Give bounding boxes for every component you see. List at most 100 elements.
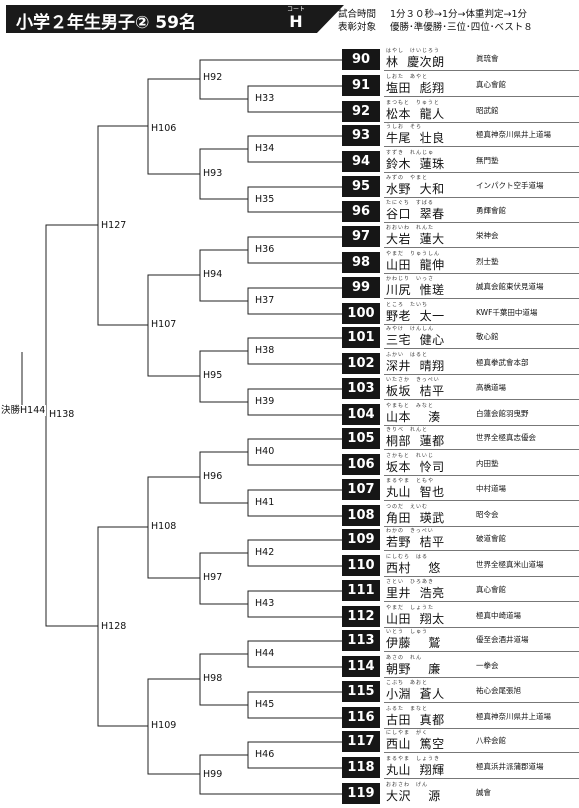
club-name: 烈士塾 [476,257,499,266]
entry-row: 119 おおさわ げん 大沢 源誠會 [342,782,579,805]
competitor-name: うしお そら 牛尾 壮良 [386,124,470,145]
row-divider [384,449,579,450]
name-kanji: 古田 真都 [386,713,445,727]
match-time-row: 試合時間 1分３０秒→1分→体重判定→1分 [338,8,533,21]
entry-row: 96 たにぐち すばる 谷口 翠春 勇輝會館 [342,200,579,223]
entry-row: 110 にしむら はる 西村 悠世界全極真米山道場 [342,554,579,577]
round-h128-label: H128 [100,621,128,632]
round-h127-label: H127 [100,220,128,231]
competitor-name: たにぐち すばる 谷口 翠春 [386,200,470,221]
row-divider [384,146,579,147]
name-kanji: 坂本 怜司 [386,460,445,474]
round-h40-label: H40 [254,446,276,457]
name-kanji: 鈴木 蓮珠 [386,157,445,171]
entry-number: 102 [342,353,380,374]
entry-row: 95 みずの やまと 水野 大和 インパクト空手道場 [342,175,579,198]
entry-row: 91 しおた あやと 塩田 彪翔 真心會館 [342,74,579,97]
entry-row: 108 つのだ えいむ 角田 瑛武 昭令会 [342,504,579,527]
club-name: 誠真会館東伏見道場 [476,282,544,291]
entry-row: 93 うしお そら 牛尾 壮良 極真神奈川県井上道場 [342,124,579,147]
club-name: 真心會館 [476,585,506,594]
entry-number: 113 [342,630,380,651]
name-ruby: みずの やまと [386,175,429,181]
row-divider [384,197,579,198]
name-ruby: こぶち あおと [386,680,429,686]
competitor-name: やまだ しょうた 山田 翔太 [386,605,470,626]
row-divider [384,324,579,325]
entry-number: 99 [342,277,380,298]
row-divider [384,550,579,551]
entry-number: 111 [342,580,380,601]
name-ruby: いたさか きっぺい [386,377,440,383]
row-divider [384,172,579,173]
club-name: 真心會館 [476,80,506,89]
name-kanji: 板坂 桔平 [386,384,445,398]
competitor-name: ふかい はると 深井 晴翔 [386,352,470,373]
competitor-name: きりべ れんと 桐部 蓮都 [386,427,470,448]
entry-number: 105 [342,428,380,449]
name-ruby: にしむら はる [386,554,429,560]
round-h39-label: H39 [254,396,276,407]
round-h138-label: H138 [48,409,76,420]
round-h46-label: H46 [254,749,276,760]
name-ruby: かわじり いっさ [386,276,435,282]
entry-number: 107 [342,479,380,500]
competitor-name: さかもと れいじ 坂本 怜司 [386,453,470,474]
club-name: 栄神会 [476,231,499,240]
row-divider [384,627,579,628]
entry-row: 105 きりべ れんと 桐部 蓮都 世界全極真志優会 [342,427,579,450]
entry-number: 110 [342,555,380,576]
entry-row: 111 さとい ひろあき 里井 浩亮 真心會館 [342,579,579,602]
club-name: 一拳会 [476,661,499,670]
entry-row: 90 はやし けいじろう林 慶次朗 眞琉會 [342,48,579,71]
name-kanji: 里井 浩亮 [386,586,445,600]
entry-number: 108 [342,505,380,526]
round-final-label: 決勝H144 [0,405,47,416]
entry-number: 116 [342,707,380,728]
name-ruby: うしお そら [386,124,423,130]
competitor-name: ところ たいち 野老 太一 [386,302,470,323]
title-banner: 小学２年生男子② 59名 コート H [6,5,344,33]
award-value: 優勝･準優勝･三位･四位･ベスト８ [390,22,533,33]
competitor-name: みやけ けんしん 三宅 健心 [386,326,470,347]
row-divider [384,222,579,223]
competitor-name: いたさか きっぺい 板坂 桔平 [386,377,470,398]
competitor-name: はやし けいじろう林 慶次朗 [386,48,470,69]
club-name: 八粋会館 [476,736,506,745]
round-h93-label: H93 [202,168,224,179]
name-kanji: 朝野 廉 [386,662,441,676]
club-name: KWF千葉田中道場 [476,308,538,317]
row-divider [384,374,579,375]
club-name: 誠會 [476,788,491,797]
competitor-name: みずの やまと 水野 大和 [386,175,470,196]
club-name: 内田塾 [476,459,499,468]
entry-row: 100 ところ たいち 野老 太一 KWF千葉田中道場 [342,302,579,325]
court-ruby: コート [286,6,305,13]
round-h107-label: H107 [150,319,178,330]
club-name: 無門塾 [476,156,499,165]
round-h37-label: H37 [254,295,276,306]
entry-row: 118 まるやま しょうき 丸山 翔輝 極真浜井派蒲郡道場 [342,756,579,779]
name-kanji: 角田 瑛武 [386,511,445,525]
entry-row: 115 こぶち あおと 小淵 蒼人 祐心会尾張旭 [342,680,579,703]
entry-row: 104 やまもと みなと 山本 湊白蓮会館羽曳野 [342,403,579,426]
round-h36-label: H36 [254,244,276,255]
match-time-value: 1分３０秒→1分→体重判定→1分 [390,9,528,20]
club-name: 白蓮会館羽曳野 [476,409,529,418]
entry-number: 117 [342,731,380,752]
name-kanji: 桐部 蓮都 [386,434,445,448]
row-divider [384,247,579,248]
name-ruby: いとう しゅう [386,629,429,635]
name-kanji: 伊藤 鷲 [386,636,441,650]
name-ruby: まるやま ともや [386,478,435,484]
award-label: 表彰対象 [338,22,377,33]
club-name: 昭武館 [476,106,499,115]
name-ruby: すずき れんじゅ [386,150,435,156]
entry-number: 104 [342,404,380,425]
entry-number: 91 [342,75,380,96]
entry-row: 114 あさの れん 朝野 廉一拳会 [342,655,579,678]
round-h92-label: H92 [202,72,224,83]
row-divider [384,399,579,400]
entry-number: 100 [342,303,380,324]
